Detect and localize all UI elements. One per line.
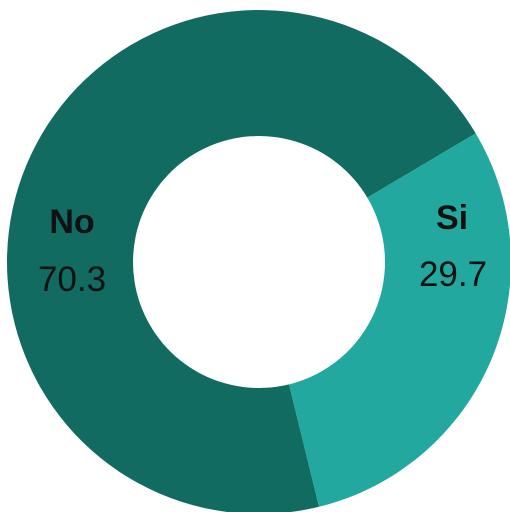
- slice-si: [289, 133, 510, 507]
- slice-label-si-name: Si: [436, 199, 468, 237]
- slice-label-si-value: 29.7: [419, 255, 487, 294]
- slice-no: [7, 10, 476, 512]
- slice-label-no-name: No: [49, 203, 94, 241]
- slice-label-no-value: 70.3: [38, 260, 106, 299]
- slices-group: [7, 10, 510, 512]
